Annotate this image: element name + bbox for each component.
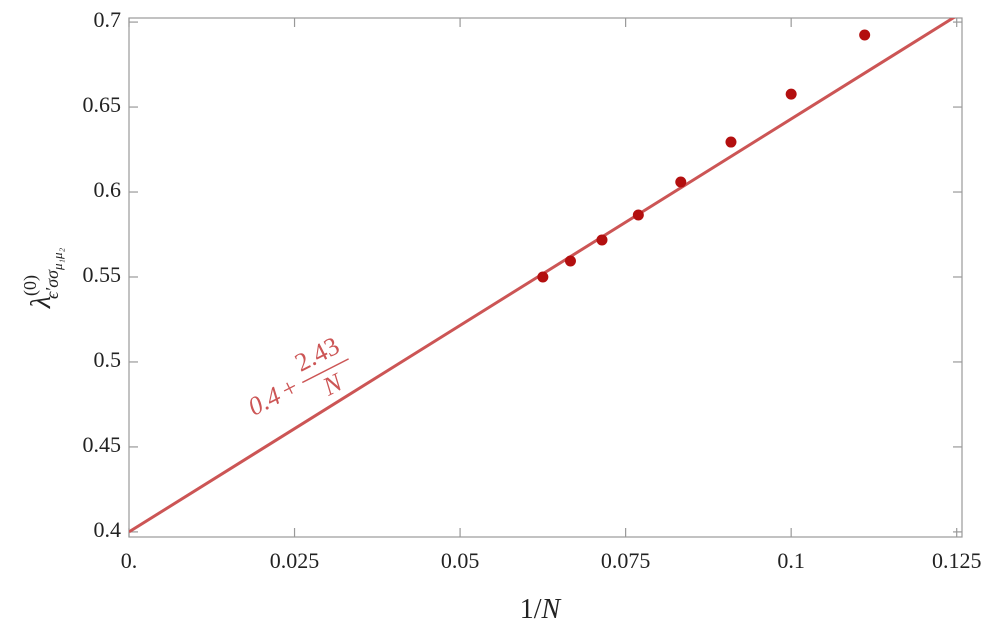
- y-tick-label: 0.5: [94, 347, 122, 372]
- y-label-symbol: λ: [26, 296, 57, 309]
- y-tick-label: 0.55: [83, 262, 122, 287]
- x-tick-label: 0.: [121, 548, 138, 573]
- data-point: [725, 136, 737, 148]
- x-tick-label: 0.025: [270, 548, 320, 573]
- fit-frac-bar: [301, 358, 349, 384]
- y-axis-label: λ(0) ϵ′σσμ₁μ₂: [20, 247, 65, 309]
- x-tick-label: 0.05: [441, 548, 480, 573]
- data-point: [564, 255, 576, 267]
- x-label-var: N: [541, 594, 562, 625]
- y-label-sub: ϵ′σσ: [42, 269, 62, 299]
- y-tick-label: 0.65: [83, 92, 122, 117]
- data-point: [675, 176, 687, 188]
- data-point: [859, 29, 871, 41]
- x-tick-label: 0.075: [601, 548, 651, 573]
- fit-line: [129, 18, 956, 534]
- y-label: λ(0) ϵ′σσμ₁μ₂: [20, 247, 65, 309]
- y-tick-label: 0.45: [83, 432, 122, 457]
- y-label-sup: (0): [20, 275, 41, 296]
- y-label-subsub: μ₁μ₂: [50, 247, 65, 271]
- fit-slope: 2.43: [290, 331, 344, 377]
- y-tick-label: 0.4: [94, 517, 122, 542]
- data-point: [785, 88, 797, 100]
- data-point: [596, 234, 608, 246]
- fit-annotation: 0.4+2.43N: [243, 331, 349, 422]
- x-axis-label: 1/N: [520, 594, 562, 625]
- data-point: [632, 209, 644, 221]
- data-point: [537, 271, 549, 283]
- y-tick-label: 0.7: [94, 7, 122, 32]
- x-tick-label: 0.1: [777, 548, 805, 573]
- x-label-part: 1/: [520, 594, 542, 625]
- y-tick-label: 0.6: [94, 177, 122, 202]
- x-tick-label: 0.125: [932, 548, 982, 573]
- fit-intercept: 0.4: [243, 381, 285, 422]
- x-label: 1/N: [520, 594, 562, 625]
